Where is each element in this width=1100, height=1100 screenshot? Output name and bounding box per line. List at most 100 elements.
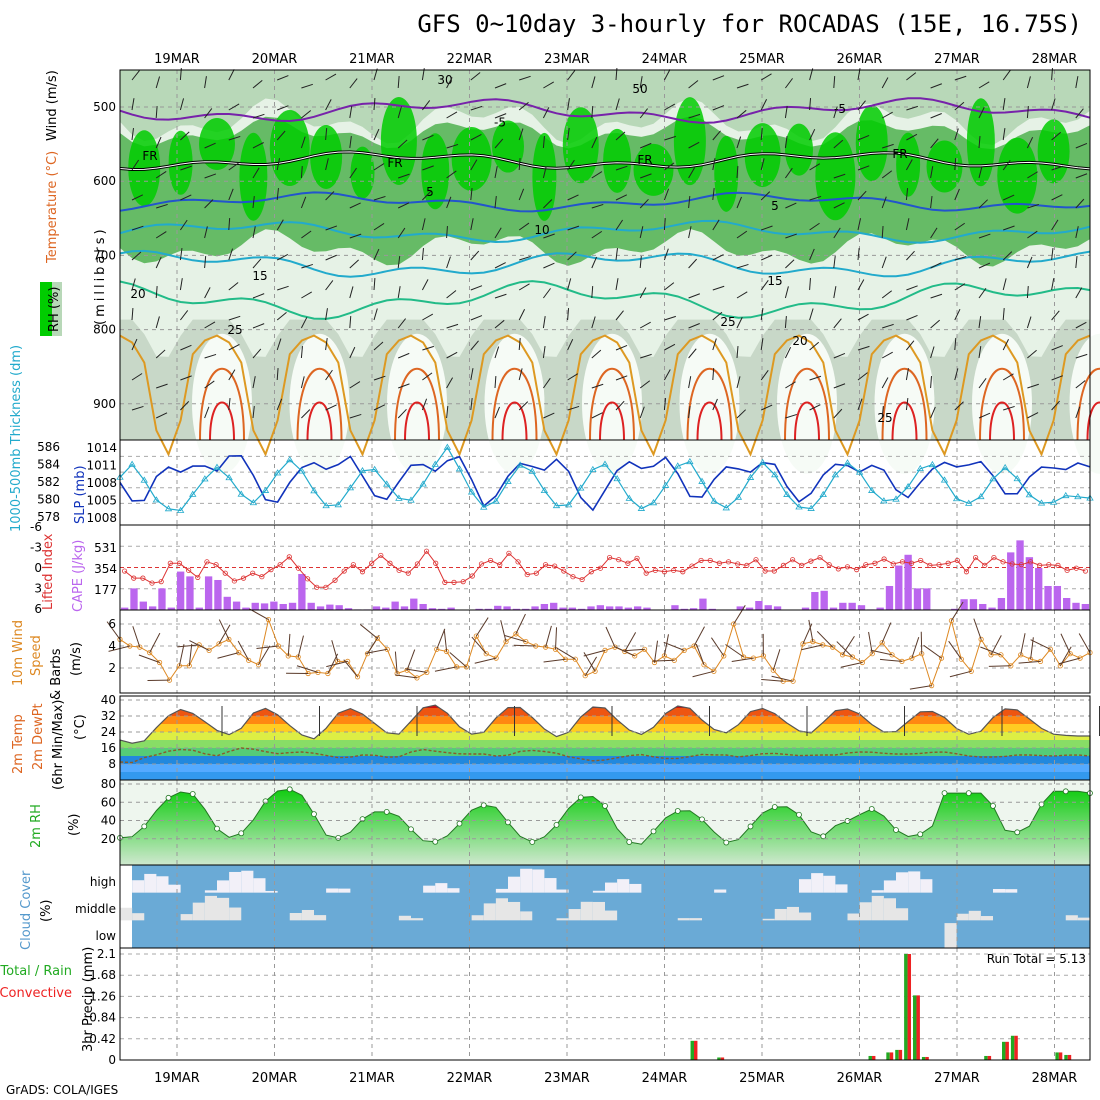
slp-line — [119, 454, 1091, 512]
lifted-index-marker — [1037, 562, 1043, 568]
contour-label-FR: FR — [387, 156, 402, 170]
lifted-index-marker — [616, 557, 622, 563]
wind-barb — [784, 346, 792, 359]
wind-speed-marker — [473, 633, 479, 639]
wind-barb — [785, 259, 795, 269]
wind-barb — [373, 341, 384, 351]
rh-band-upper — [120, 70, 1090, 145]
wind-speed-marker — [800, 641, 806, 647]
lifted-index-marker — [936, 562, 942, 568]
cloud-cell-middle — [229, 907, 242, 921]
cape-bar — [382, 607, 390, 610]
wind-barb — [760, 254, 773, 261]
wind-barb — [1051, 345, 1063, 351]
lifted-tick-6: 6 — [34, 602, 42, 616]
wind-speed-marker — [731, 621, 737, 627]
precip-total-bar — [1055, 1052, 1059, 1060]
wind-barb — [978, 378, 987, 389]
lifted-index-marker — [240, 575, 247, 581]
precip-tick-0.42: 0.42 — [89, 1032, 116, 1046]
wind-barb-10m — [471, 636, 487, 655]
precip-tick-1.26: 1.26 — [89, 989, 116, 1003]
wind-barb — [301, 230, 312, 239]
wind-axis-label-4: (m/s) — [69, 642, 84, 676]
wind-barb — [736, 317, 743, 329]
cloud-cell-high — [495, 888, 508, 893]
cape-axis-label: CAPE (J/kg) — [71, 540, 86, 612]
wind-barb — [954, 283, 966, 291]
thickness-marker — [916, 464, 924, 472]
lifted-index-marker — [570, 574, 576, 580]
wind-barb-10m — [923, 644, 942, 659]
contour-label-50: 50 — [632, 82, 647, 96]
cloud-cell-middle — [774, 908, 787, 921]
wind-barb — [930, 166, 934, 179]
cloud-cell-high — [253, 878, 266, 893]
rh2m-marker — [577, 794, 584, 801]
wind-barb-10m — [973, 618, 982, 640]
wind-barb-10m — [258, 645, 271, 665]
thickness-marker — [492, 497, 500, 504]
rh2m-marker — [674, 808, 681, 814]
cape-bar — [232, 601, 241, 610]
wind-barb — [736, 136, 742, 149]
wind-barb — [301, 263, 314, 269]
cloud-cell-high — [156, 876, 169, 893]
rh2m-marker — [699, 816, 705, 823]
wind-barb — [156, 203, 168, 209]
wind-speed-marker — [909, 655, 915, 661]
wind-barb — [712, 219, 720, 231]
wind-barb — [300, 165, 303, 179]
rh2m-marker — [432, 838, 439, 845]
cloud-cell-middle — [180, 914, 193, 921]
wind-barb-10m — [296, 665, 319, 673]
lifted-index-marker — [1082, 568, 1089, 574]
wind-barb — [712, 338, 717, 351]
temperature-legend-label: Temperature (°C) — [45, 151, 60, 264]
wind-barb — [179, 278, 183, 291]
wind-barb — [760, 280, 769, 291]
lifted-index-marker — [204, 559, 210, 565]
lifted-index-marker — [625, 560, 631, 566]
wind-barb — [252, 113, 265, 119]
wind-barb — [300, 136, 306, 149]
wind-barb — [1026, 285, 1029, 299]
precip-tick-1.68: 1.68 — [89, 968, 116, 982]
cape-bar — [204, 576, 213, 610]
lifted-index-marker — [350, 562, 356, 568]
wind-barb-10m — [138, 654, 160, 663]
wind-barb-10m — [513, 644, 536, 647]
wind-speed-marker — [434, 646, 440, 652]
wind-barb — [398, 352, 410, 359]
wind-barb — [712, 105, 725, 111]
wind-barb — [591, 285, 594, 299]
lifted-index-marker — [725, 559, 732, 565]
lifted-index-marker — [863, 562, 869, 568]
wind-barb — [228, 135, 241, 141]
cloud-cell-high — [144, 873, 157, 893]
thickness-marker — [892, 495, 900, 502]
cloud-cell-high — [229, 871, 242, 893]
wind-speed-marker — [127, 643, 133, 649]
lifted-index-marker — [341, 568, 347, 574]
cape-bar — [587, 606, 595, 610]
wind-barb — [155, 76, 161, 89]
wind-barb-10m — [761, 678, 784, 682]
thickness-marker — [201, 475, 209, 482]
wind-barb — [349, 136, 352, 149]
rh2m-marker — [747, 823, 754, 830]
wind-barb — [978, 287, 987, 299]
temp-axis-label-1: 2m Temp — [11, 714, 26, 774]
wind-barb — [277, 105, 289, 111]
wind-barb — [1002, 278, 1007, 291]
wind-speed-marker — [354, 674, 361, 680]
wind-barb — [422, 165, 434, 171]
wind-barb-10m — [1020, 633, 1026, 655]
wind-barb — [591, 412, 603, 419]
wind-barb — [760, 369, 769, 381]
rh2m-marker — [262, 798, 269, 805]
lifted-index-marker — [515, 559, 521, 565]
wind-barb — [131, 251, 142, 261]
wind-barb — [300, 346, 303, 359]
rh-moist-cell — [269, 110, 310, 187]
